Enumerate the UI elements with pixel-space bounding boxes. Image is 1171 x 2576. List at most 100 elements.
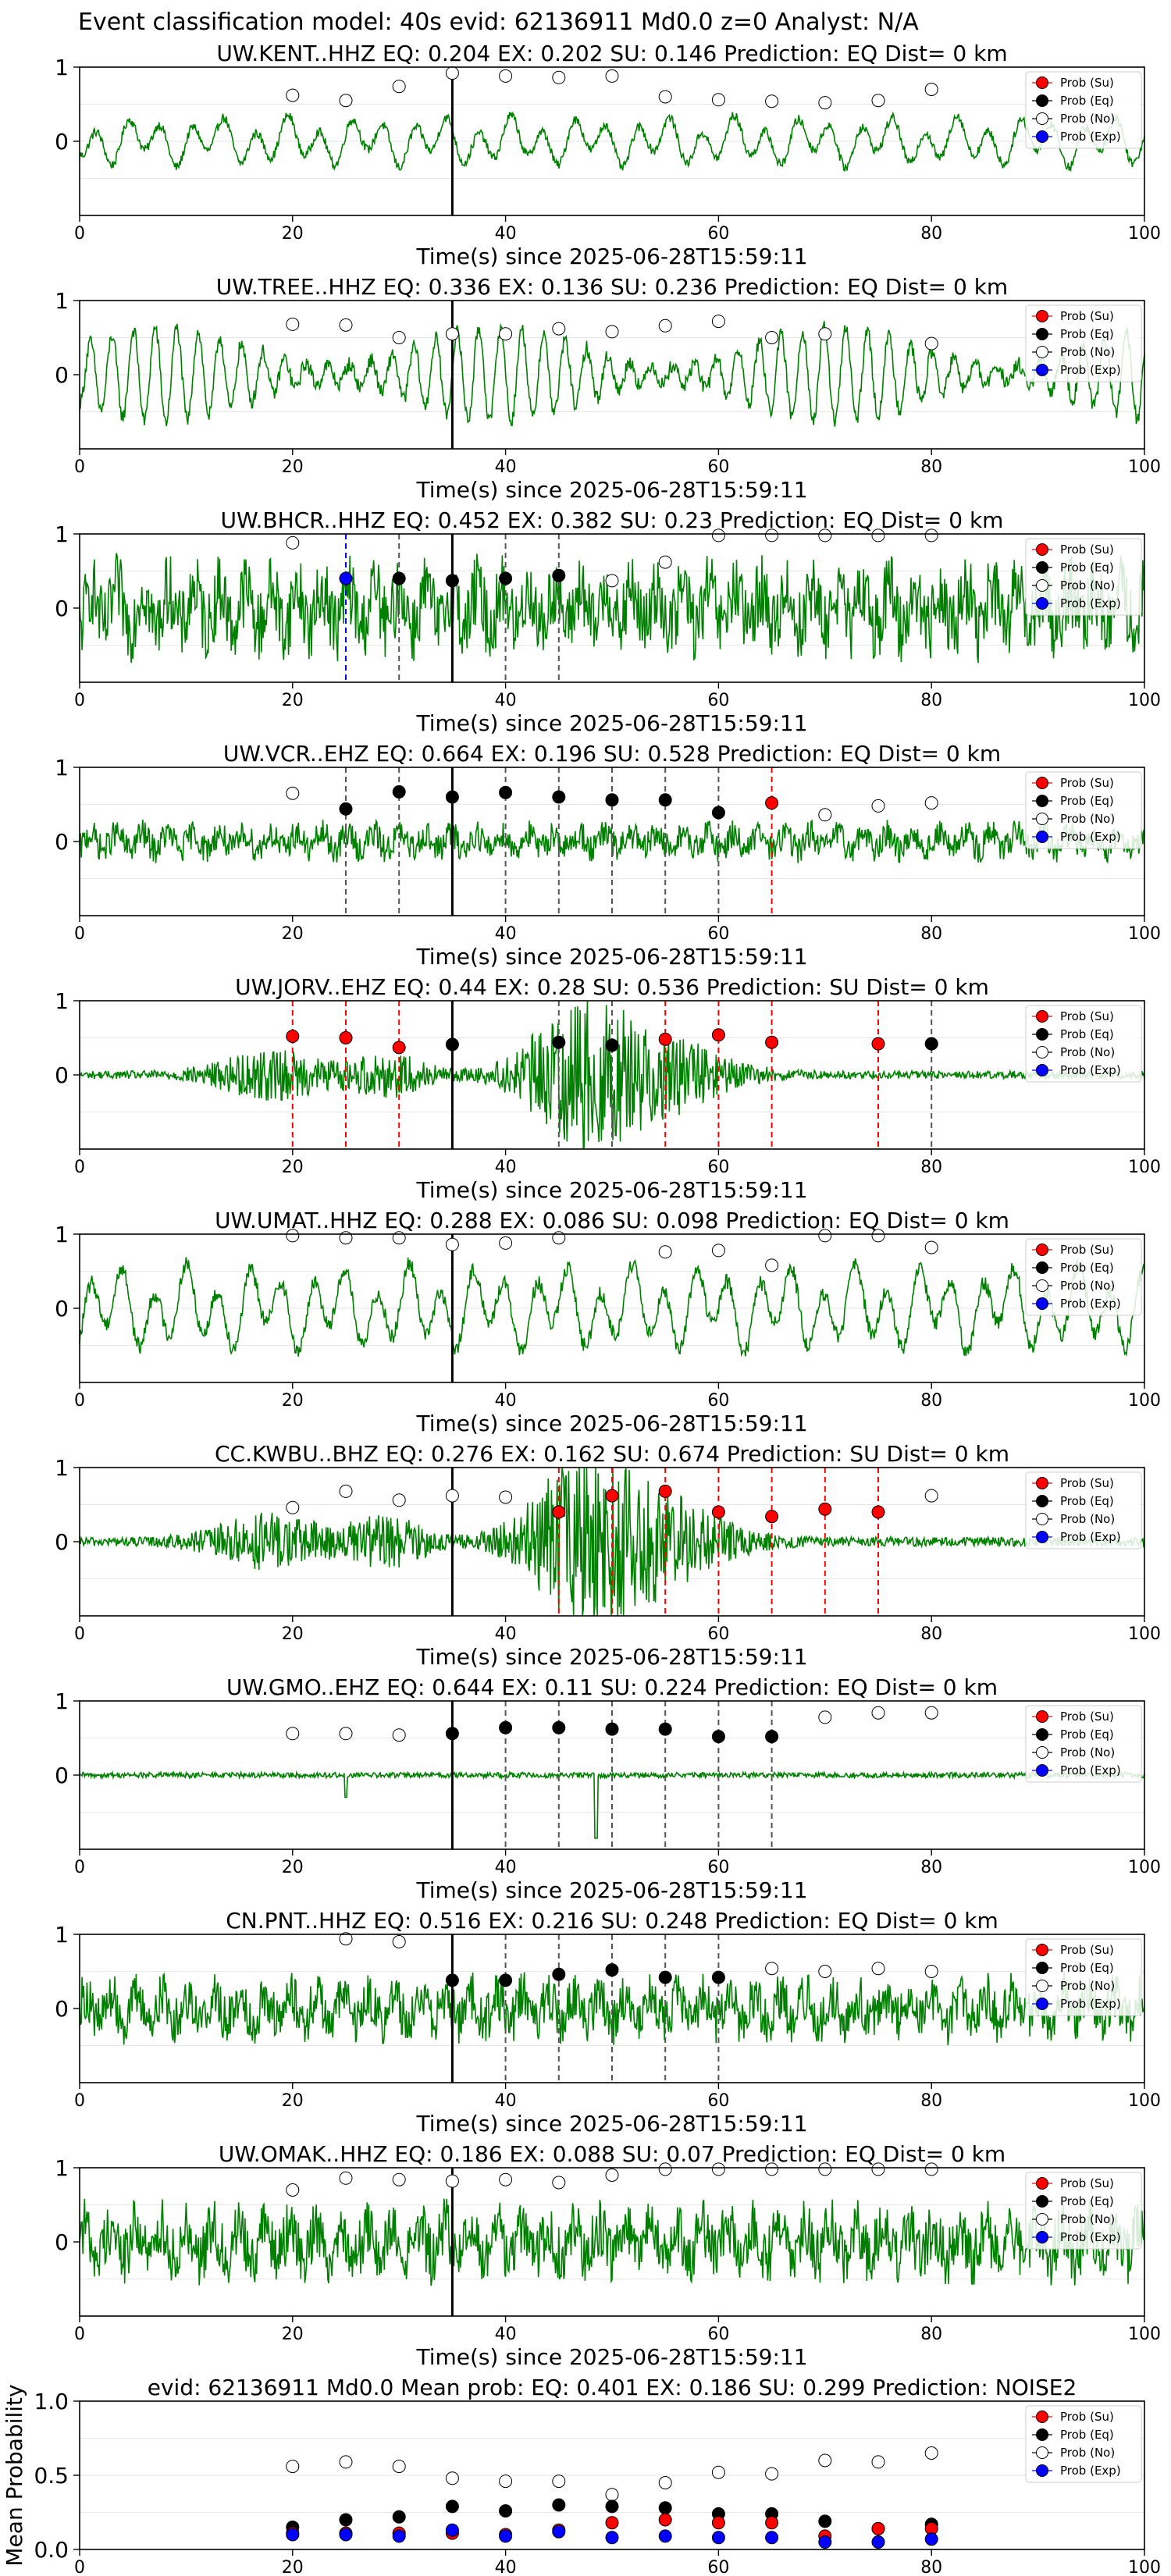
panel-title: UW.TREE..HHZ EQ: 0.336 EX: 0.136 SU: 0.2…: [216, 274, 1008, 300]
panel-3: UW.BHCR..HHZ EQ: 0.452 EX: 0.382 SU: 0.2…: [55, 507, 1161, 736]
prob-marker-su: [711, 1028, 725, 1042]
panel-title: UW.OMAK..HHZ EQ: 0.186 EX: 0.088 SU: 0.0…: [219, 2141, 1005, 2167]
legend-marker-eq: [1036, 94, 1048, 107]
legend-label: Prob (Su): [1060, 1710, 1114, 1724]
x-tick-label: 80: [920, 2558, 942, 2576]
x-tick-label: 40: [495, 1391, 517, 1411]
legend-marker-exp: [1036, 1064, 1048, 1076]
legend-frame: [1025, 1705, 1142, 1783]
prob-marker-no: [871, 528, 885, 543]
prob-marker-eq: [445, 1973, 459, 1987]
waveform-trace: [79, 553, 1145, 664]
legend-frame: [1025, 71, 1142, 149]
prob-marker-no: [552, 2176, 566, 2190]
mean-marker-eq: [392, 2510, 406, 2524]
legend-marker-exp: [1036, 1998, 1048, 2010]
legend-marker-eq: [1036, 328, 1048, 340]
prob-marker-no: [286, 88, 300, 102]
prob-marker-no: [818, 327, 832, 341]
mean-marker-su: [605, 2516, 619, 2530]
legend-label: Prob (Exp): [1060, 1997, 1121, 2011]
x-tick-label: 0: [74, 457, 85, 477]
legend-label: Prob (Su): [1060, 543, 1114, 557]
legend-label: Prob (Exp): [1060, 1297, 1121, 1311]
prob-marker-no: [499, 2172, 513, 2186]
mean-marker-eq: [499, 2504, 513, 2518]
y-tick-label: 1: [55, 1222, 69, 1247]
prob-marker-no: [286, 1727, 300, 1741]
prob-marker-no: [711, 93, 725, 107]
y-tick-label: 0: [55, 1529, 69, 1555]
prob-marker-no: [658, 555, 672, 569]
legend-label: Prob (Su): [1060, 1009, 1114, 1023]
x-axis-label: Time(s) since 2025-06-28T15:59:11: [415, 477, 807, 503]
legend-label: Prob (No): [1060, 1512, 1115, 1526]
prob-marker-no: [286, 1500, 300, 1514]
prob-marker-no: [711, 2162, 725, 2176]
prob-marker-no: [765, 1962, 779, 1976]
mean-marker-su: [658, 2513, 672, 2527]
mean-marker-exp: [392, 2529, 406, 2543]
y-tick-label: 1: [55, 1455, 69, 1481]
x-tick-label: 40: [495, 1624, 517, 1644]
legend-marker-eq: [1036, 1261, 1048, 1274]
x-tick-label: 0: [74, 224, 85, 244]
x-tick-label: 60: [707, 2325, 729, 2344]
prob-marker-no: [605, 2169, 619, 2182]
prob-marker-no: [392, 2172, 406, 2186]
legend-marker-su: [1036, 310, 1048, 322]
prob-marker-no: [924, 2162, 938, 2176]
prob-marker-no: [871, 1706, 885, 1720]
x-axis-label: Time(s) since 2025-06-28T15:59:11: [415, 944, 807, 970]
legend-label: Prob (No): [1060, 812, 1115, 826]
x-tick-label: 60: [707, 1858, 729, 1877]
x-tick-label: 20: [282, 691, 304, 710]
mean-marker-exp: [286, 2528, 300, 2542]
prob-marker-no: [339, 1932, 353, 1946]
x-tick-label: 0: [74, 924, 85, 944]
legend-label: Prob (Exp): [1060, 596, 1121, 610]
prob-marker-su: [605, 1489, 619, 1503]
x-axis-label: Time(s) since 2025-06-28T15:59:11: [415, 2344, 807, 2370]
legend-marker-no: [1036, 579, 1048, 592]
prob-marker-eq: [552, 1035, 566, 1049]
y-tick-label: 1: [55, 755, 69, 781]
x-axis-label: Time(s) since 2025-06-28T15:59:11: [415, 244, 807, 269]
x-tick-label: 100: [1128, 1158, 1161, 1177]
legend-marker-exp: [1036, 2231, 1048, 2243]
prob-marker-no: [818, 2162, 832, 2176]
y-tick-label: 1: [55, 988, 69, 1014]
legend: Prob (Su) Prob (Eq) Prob (No) Prob (Exp): [1025, 1471, 1142, 1550]
legend-label: Prob (No): [1060, 345, 1115, 359]
x-tick-label: 40: [495, 691, 517, 710]
x-tick-label: 100: [1128, 1858, 1161, 1877]
legend-marker-eq: [1036, 795, 1048, 807]
prob-marker-no: [286, 535, 300, 550]
prob-marker-su: [392, 1041, 406, 1055]
prob-marker-eq: [711, 806, 725, 820]
y-tick-label: 0: [55, 362, 69, 388]
legend-label: Prob (Su): [1060, 2176, 1114, 2190]
prob-marker-su: [765, 796, 779, 810]
x-tick-label: 60: [707, 691, 729, 710]
y-tick-label: 0.5: [34, 2463, 69, 2489]
y-tick-label: 0: [55, 129, 69, 155]
panel-11: evid: 62136911 Md0.0 Mean prob: EQ: 0.40…: [2, 2375, 1161, 2576]
prob-marker-no: [339, 1231, 353, 1245]
prob-marker-no: [339, 1484, 353, 1498]
x-tick-label: 100: [1128, 2325, 1161, 2344]
legend: Prob (Su) Prob (Eq) Prob (No) Prob (Exp): [1025, 771, 1142, 849]
prob-marker-no: [286, 2183, 300, 2197]
panel-10: UW.OMAK..HHZ EQ: 0.186 EX: 0.088 SU: 0.0…: [55, 2141, 1161, 2370]
mean-marker-exp: [445, 2523, 459, 2537]
legend-label: Prob (Exp): [1060, 1763, 1121, 1777]
prob-marker-su: [818, 1502, 832, 1516]
waveform-trace: [79, 1257, 1145, 1357]
x-tick-label: 80: [920, 1391, 942, 1411]
x-tick-label: 40: [495, 1158, 517, 1177]
y-tick-label: 0: [55, 1296, 69, 1322]
prob-marker-no: [765, 528, 779, 543]
legend-marker-no: [1036, 2446, 1048, 2459]
legend-frame: [1025, 2172, 1142, 2250]
legend-label: Prob (Exp): [1060, 1530, 1121, 1544]
